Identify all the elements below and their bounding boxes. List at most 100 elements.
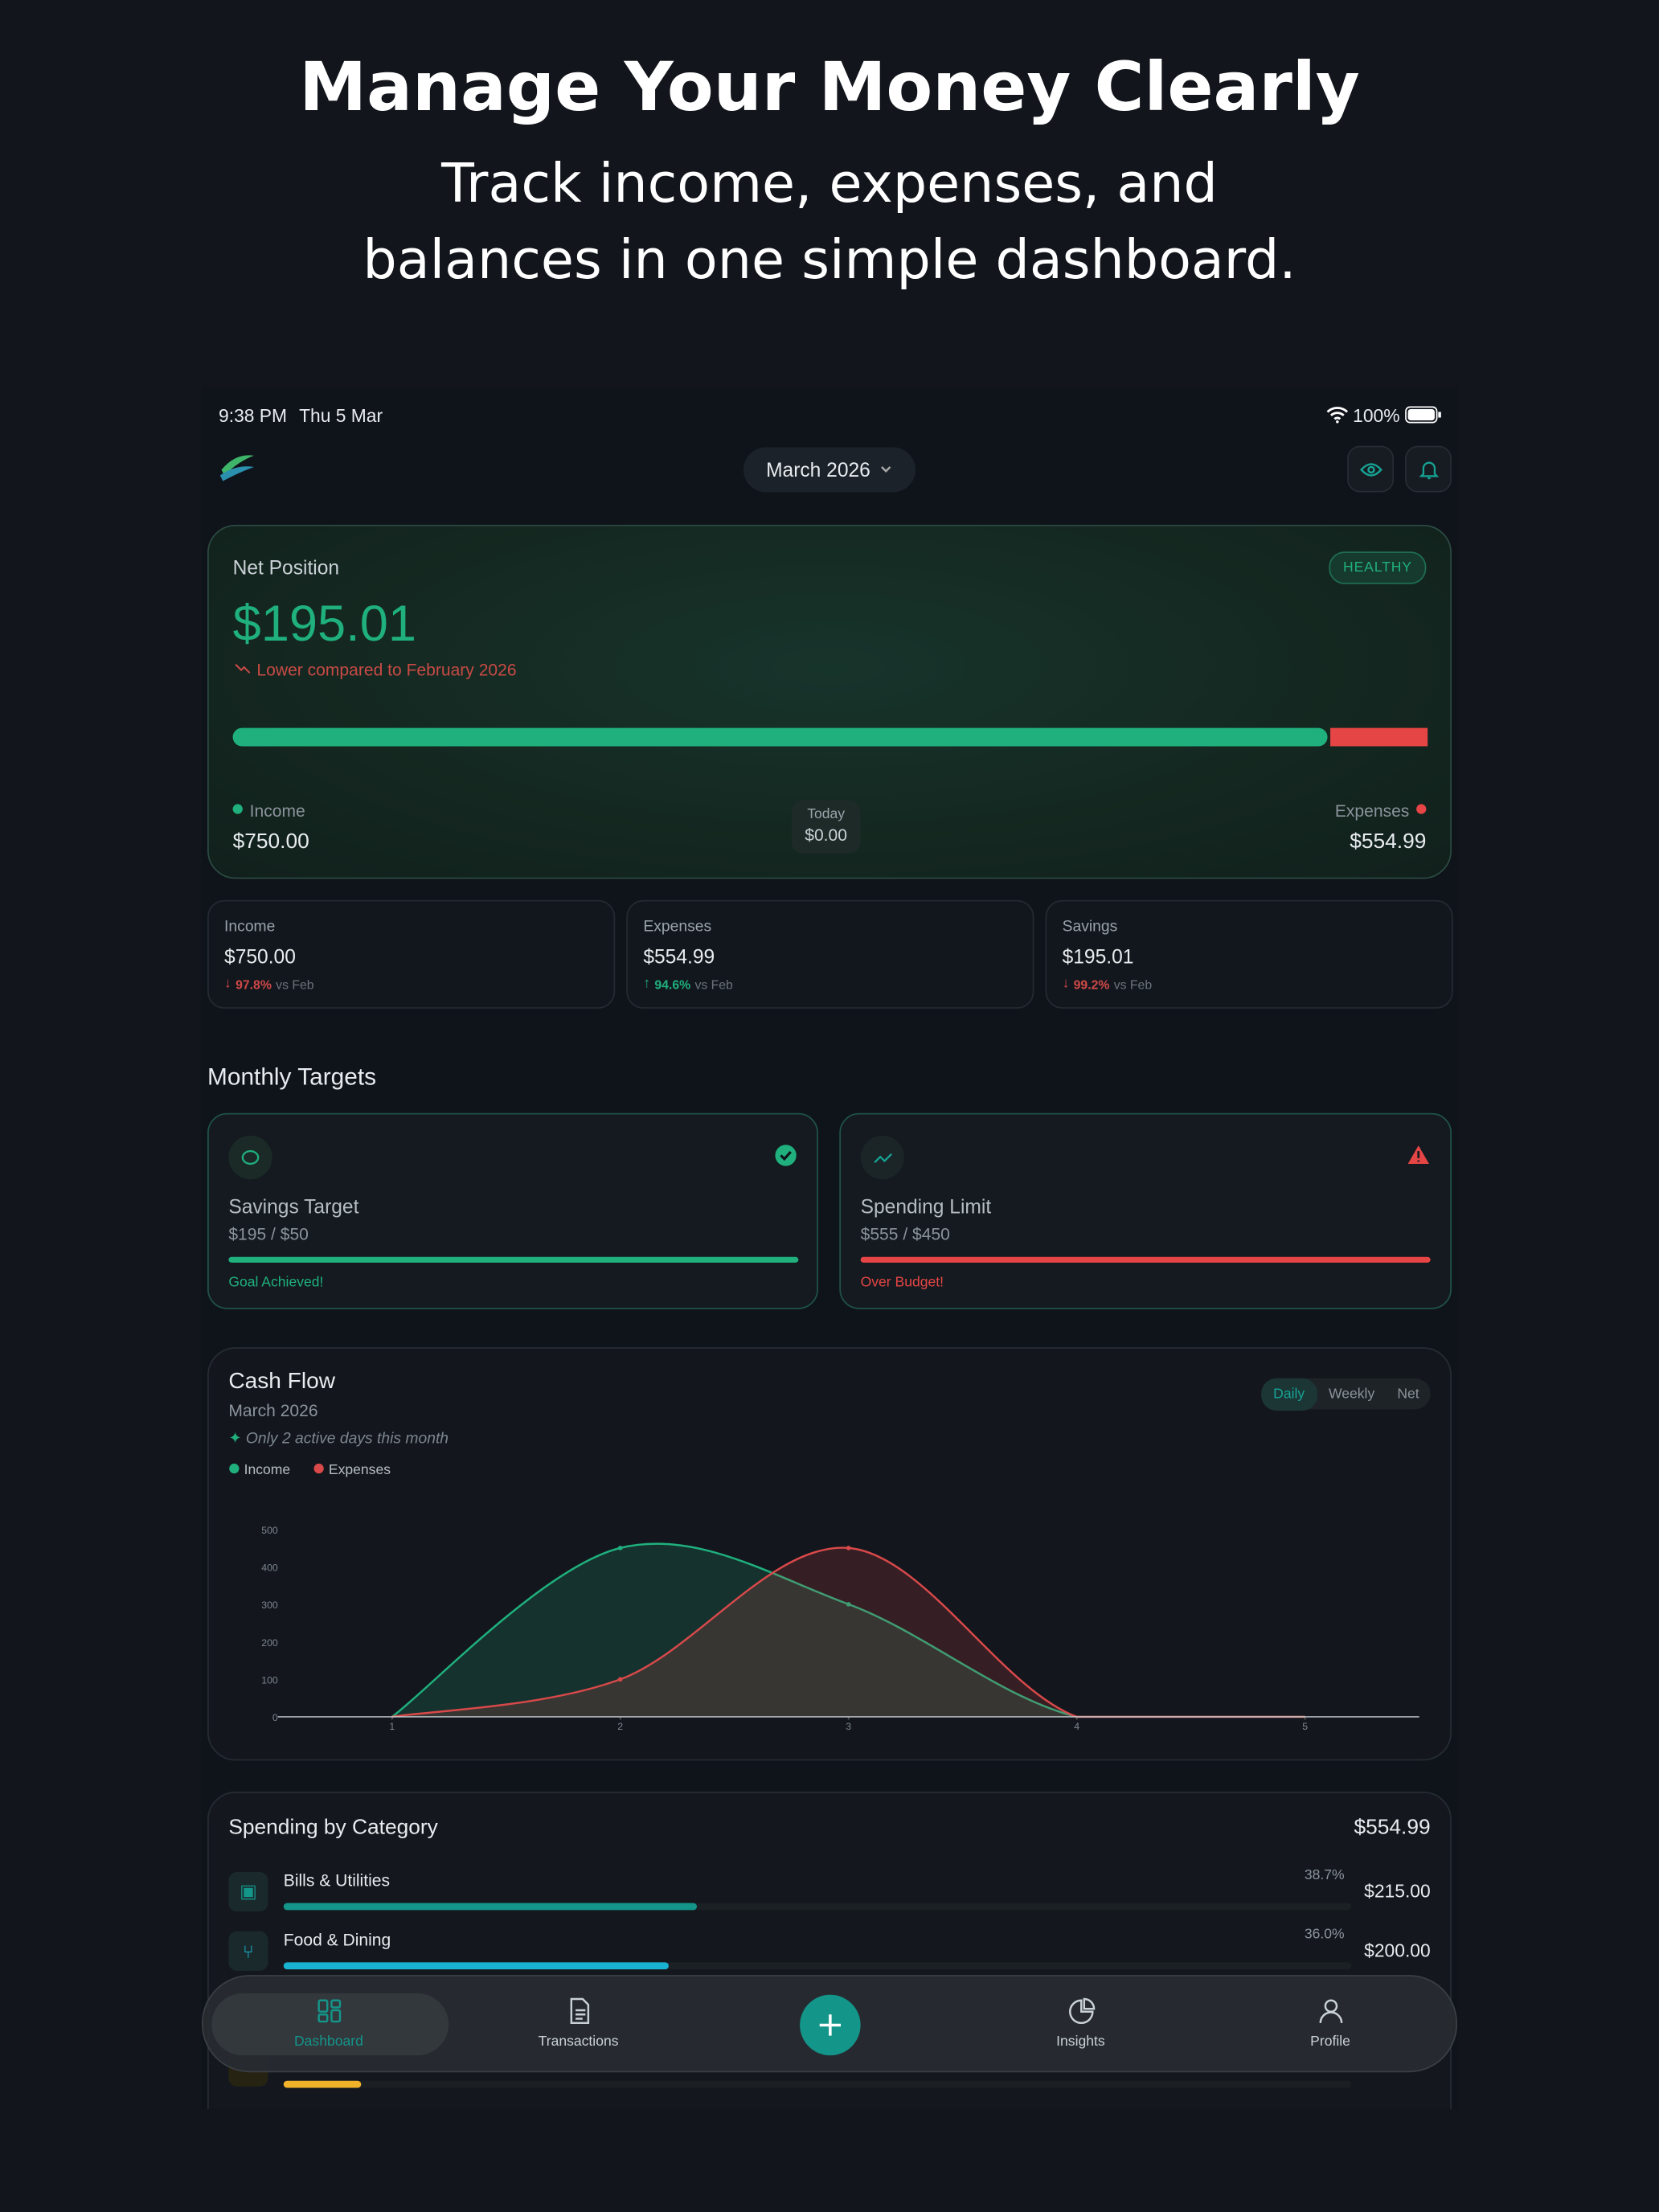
bottom-nav: Dashboard Transactions Insights Profile	[201, 1975, 1458, 2073]
target-name: Spending Limit	[860, 1194, 992, 1218]
tab[interactable]: Daily	[1260, 1377, 1317, 1411]
month-picker[interactable]: March 2026	[743, 447, 916, 493]
range-tabs: Daily Weekly Net	[1260, 1377, 1431, 1411]
target-progress: $195 / $50	[228, 1224, 309, 1244]
category-icon: ⑂	[228, 1931, 268, 1971]
nav-label: Transactions	[538, 2034, 619, 2050]
category-percent: 36.0%	[1304, 1927, 1345, 1943]
x-tick-label: 5	[1302, 1721, 1308, 1732]
note: ✦ Only 2 active days this month	[228, 1429, 449, 1448]
category-track	[283, 1903, 1352, 1911]
expenses-dot	[1416, 804, 1427, 814]
note-text: Only 2 active days this month	[245, 1430, 449, 1448]
nav-item[interactable]: Insights	[1010, 1996, 1152, 2050]
nav-icon	[317, 1999, 341, 2023]
today-box: Today $0.00	[791, 800, 861, 854]
plus-icon	[819, 2014, 842, 2036]
legend-dot	[229, 1463, 240, 1474]
nav-icon	[1068, 1997, 1095, 2025]
status-time: 9:38 PM	[219, 404, 288, 427]
today-value: $0.00	[805, 825, 847, 846]
stat-value: $554.99	[643, 944, 715, 968]
add-button[interactable]	[800, 1994, 861, 2056]
y-tick-label: 500	[261, 1525, 278, 1536]
change-compare: vs Feb	[276, 977, 314, 991]
comparison-text: Lower compared to February 2026	[256, 660, 517, 680]
tab[interactable]: Net	[1397, 1386, 1419, 1402]
piggy-icon	[241, 1150, 260, 1165]
category-icon: ▣	[228, 1872, 268, 1912]
net-label: Net Position	[232, 555, 340, 579]
category-bar	[283, 1962, 669, 1970]
nav-item[interactable]: Dashboard	[258, 1996, 399, 2050]
trend-down-icon	[235, 663, 251, 674]
net-position-card: Net Position HEALTHY $195.01 Lower compa…	[207, 524, 1452, 879]
health-badge: HEALTHY	[1329, 551, 1427, 584]
legend-dot	[313, 1463, 324, 1474]
nav-item[interactable]: Transactions	[508, 1996, 649, 2050]
target-status: Goal Achieved!	[228, 1275, 324, 1291]
warning-icon	[1407, 1145, 1429, 1164]
stat-change: ↑ 94.6% vs Feb	[643, 977, 733, 992]
tab[interactable]: Weekly	[1329, 1386, 1375, 1402]
nav-label: Insights	[1056, 2034, 1105, 2050]
stat-card: Income $750.00 ↓ 97.8% vs Feb	[207, 899, 616, 1009]
month-label: March 2026	[766, 458, 870, 481]
x-tick-label: 1	[389, 1721, 395, 1732]
category-percent: 38.7%	[1304, 1867, 1345, 1884]
target-bar	[228, 1256, 799, 1263]
change-compare: vs Feb	[694, 977, 733, 991]
target-progress: $555 / $450	[860, 1224, 950, 1244]
stat-label: Income	[224, 918, 276, 936]
change-value: 94.6%	[654, 977, 691, 991]
legend-label: Expenses	[329, 1461, 391, 1477]
status-date: Thu 5 Mar	[299, 404, 383, 427]
category-name: Food & Dining	[283, 1929, 391, 1950]
point	[846, 1602, 851, 1607]
category-name: Bills & Utilities	[283, 1870, 391, 1890]
notifications-button[interactable]	[1405, 445, 1452, 493]
card-title: Spending by Category	[228, 1815, 438, 1840]
spending-total: $554.99	[1354, 1815, 1431, 1840]
trend-icon	[874, 1153, 893, 1164]
cash-flow-card: Cash Flow March 2026 ✦ Only 2 active day…	[207, 1347, 1452, 1761]
section-title: Monthly Targets	[207, 1063, 377, 1091]
eye-icon	[1359, 462, 1382, 476]
target-bar	[860, 1256, 1431, 1263]
stat-card: Expenses $554.99 ↑ 94.6% vs Feb	[626, 899, 1034, 1009]
cash-flow-chart: Income Expenses 0 100 200 300 400 500 1 2 3 4 5	[229, 1461, 1419, 1732]
visibility-button[interactable]	[1347, 445, 1395, 493]
income-label: Income	[249, 801, 305, 821]
nav-label: Profile	[1310, 2034, 1350, 2050]
net-amount: $195.01	[232, 593, 417, 652]
change-compare: vs Feb	[1113, 977, 1153, 991]
change-arrow: ↓	[224, 976, 231, 992]
target-status: Over Budget!	[860, 1275, 944, 1291]
y-tick-label: 400	[261, 1562, 278, 1573]
area-fill	[391, 1547, 1305, 1717]
income-dot	[232, 804, 243, 814]
category-bar	[283, 1903, 697, 1911]
y-tick-label: 0	[272, 1712, 278, 1723]
change-arrow: ↓	[1062, 976, 1070, 992]
piggy-icon-bg	[228, 1135, 272, 1180]
logo	[219, 455, 254, 481]
point	[846, 1546, 851, 1550]
card-title: Cash Flow	[228, 1370, 335, 1395]
hero-subtitle: balances in one simple dashboard.	[363, 228, 1296, 291]
change-value: 97.8%	[236, 977, 272, 991]
battery-icon	[1405, 406, 1441, 424]
stat-value: $750.00	[224, 944, 296, 968]
bell-icon	[1418, 461, 1439, 479]
stat-label: Expenses	[643, 918, 712, 936]
nav-item[interactable]: Profile	[1260, 1996, 1401, 2050]
change-arrow: ↑	[643, 976, 651, 992]
stat-card: Savings $195.01 ↓ 99.2% vs Feb	[1045, 899, 1453, 1009]
category-amount: $215.00	[1364, 1880, 1431, 1902]
y-tick-label: 100	[261, 1675, 278, 1686]
category-track	[283, 1962, 1352, 1970]
wifi-icon	[1326, 407, 1349, 424]
expenses-value: $554.99	[1350, 829, 1427, 854]
x-tick-label: 4	[1074, 1721, 1079, 1732]
